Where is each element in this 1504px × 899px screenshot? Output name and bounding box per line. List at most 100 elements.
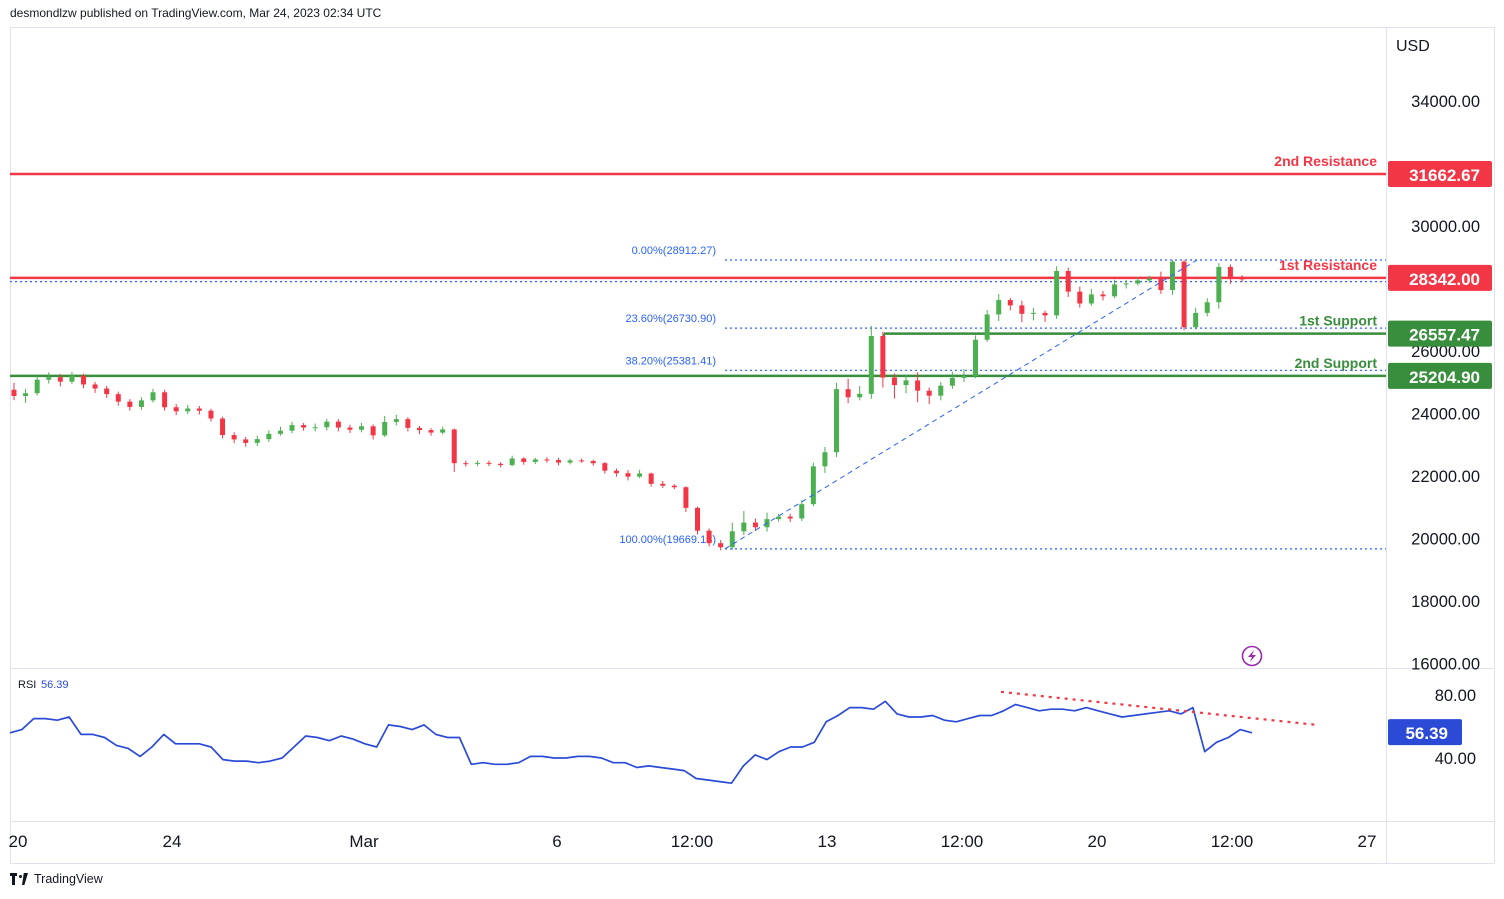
candle-body (335, 421, 341, 428)
candle-body (671, 485, 677, 488)
candle (69, 371, 75, 385)
candle (1216, 263, 1222, 309)
candle (474, 460, 480, 467)
candle-body (92, 384, 98, 389)
candle-body (845, 389, 851, 398)
candle-body (196, 408, 202, 411)
candle-body (405, 419, 411, 428)
candle-body (660, 483, 666, 486)
candle (1135, 276, 1141, 286)
time-tick-label: 12:00 (1211, 832, 1254, 851)
candle (104, 386, 110, 398)
candle (532, 457, 538, 465)
price-tick-label: 34000.00 (1411, 93, 1480, 111)
candle (162, 389, 168, 411)
candle (845, 378, 851, 404)
candle (1193, 307, 1199, 330)
candle-body (359, 426, 365, 430)
candle-body (451, 429, 457, 464)
candle-body (115, 394, 121, 402)
footer-brand: TradingView (34, 872, 103, 886)
chart-extras (1241, 645, 1263, 667)
candle (834, 382, 840, 457)
candle-body (1169, 261, 1175, 291)
candle-body (903, 380, 909, 386)
candle-body (1019, 305, 1025, 314)
candle (660, 481, 666, 488)
candle (1065, 267, 1071, 297)
candle (451, 428, 457, 472)
candle (706, 528, 712, 547)
rsi-panel: RSI 56.39 (9, 679, 1318, 785)
candle-body (810, 466, 816, 505)
candle (567, 458, 573, 465)
candle (764, 512, 770, 532)
candle-body (1227, 266, 1233, 278)
candle-body (625, 473, 631, 477)
candle-body (498, 463, 504, 466)
candlesticks (11, 260, 1245, 551)
level-name: 1st Support (1299, 313, 1377, 329)
candle (46, 372, 52, 384)
candle (428, 428, 434, 436)
rsi-line (9, 700, 1253, 785)
fib-trend-line (724, 259, 1198, 550)
candle-body (266, 433, 272, 440)
candle-body (787, 516, 793, 519)
candle (625, 470, 631, 481)
candle (1123, 280, 1129, 289)
candle (741, 511, 747, 536)
candle (208, 408, 214, 422)
candle-body (1239, 277, 1245, 280)
lightning-icon[interactable] (1241, 645, 1263, 667)
candle-body (254, 439, 260, 443)
candle (973, 335, 979, 379)
candle (880, 331, 886, 388)
candle (312, 423, 318, 432)
candle-body (868, 336, 874, 394)
candle-body (81, 375, 87, 385)
time-tick-label: 20 (1088, 832, 1107, 851)
candle-body (324, 421, 330, 428)
chart-border (10, 27, 1495, 864)
candle-body (1065, 271, 1071, 292)
candle-body (393, 419, 399, 422)
candle-body (289, 425, 295, 431)
candle-body (34, 379, 40, 394)
candle (1077, 286, 1083, 308)
price-tick-label: 22000.00 (1411, 468, 1480, 486)
candle-body (428, 430, 434, 433)
candle-body (637, 473, 643, 477)
candle-body (695, 507, 701, 531)
candle-body (69, 375, 75, 382)
candle-body (1135, 280, 1141, 284)
price-axis[interactable]: USD 34000.00 30000.00 26000.00 24000.00 22000… (1388, 38, 1492, 768)
candle-body (544, 459, 550, 461)
currency-label: USD (1396, 38, 1430, 55)
candle (683, 486, 689, 512)
candle (915, 372, 921, 403)
level-price-label: 26557.47 (1409, 326, 1480, 345)
candle-body (752, 522, 758, 528)
time-axis[interactable]: 20 24 Mar 6 12:00 13 12:00 20 12:00 27 (9, 832, 1377, 851)
time-tick-label: 13 (818, 832, 837, 851)
price-tick-label: 26000.00 (1411, 343, 1480, 361)
candle (926, 387, 932, 405)
time-tick-label: 12:00 (941, 832, 984, 851)
candle-body (104, 388, 110, 395)
candle-body (347, 427, 353, 430)
candle (220, 416, 226, 439)
rsi-tick-label: 40.00 (1435, 750, 1476, 768)
fib-level-label: 100.00%(19669.18) (619, 534, 716, 546)
candle-body (880, 336, 886, 378)
candle-body (1204, 302, 1210, 313)
candle (243, 436, 249, 447)
candle-body (301, 425, 307, 428)
candle-body (1007, 300, 1013, 306)
candle-body (729, 531, 735, 548)
candle-body (57, 377, 63, 382)
candle (521, 457, 527, 465)
candle (127, 399, 133, 411)
candle-body (150, 392, 156, 401)
